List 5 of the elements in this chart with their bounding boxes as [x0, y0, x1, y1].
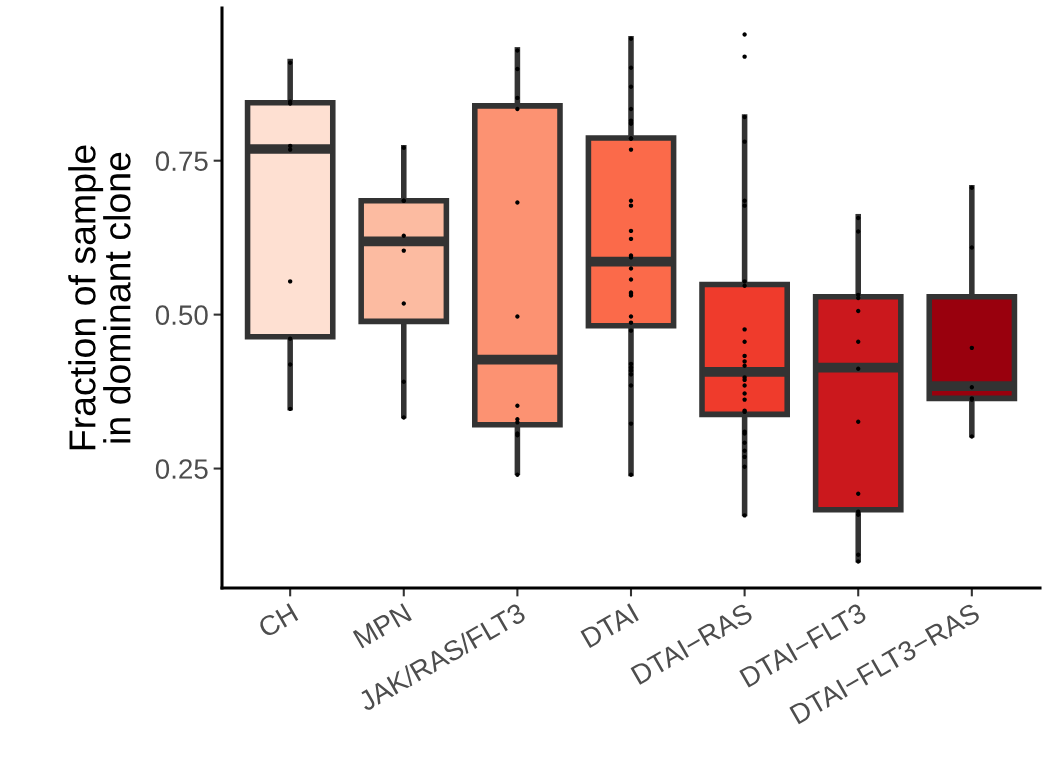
x-tick-label: CH	[257, 602, 299, 639]
y-tick-label: 0.50	[155, 305, 208, 325]
y-tick-label: 0.75	[155, 151, 208, 172]
y-tick-label: 0.25	[155, 459, 208, 479]
y-axis-title: Fraction of sample in dominant clone	[68, 145, 131, 450]
